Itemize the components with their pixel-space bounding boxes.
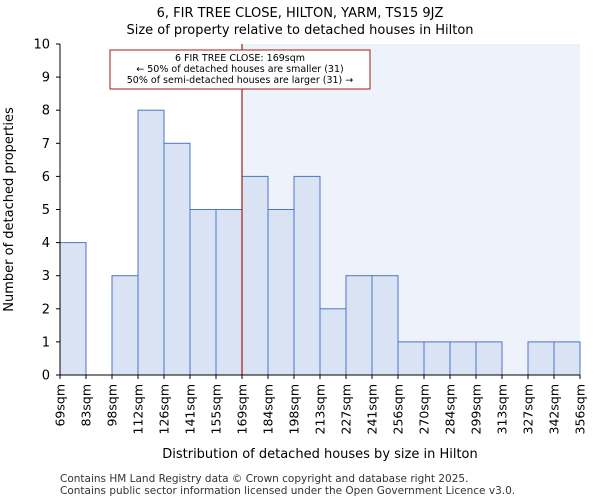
y-tick-label: 0	[42, 369, 50, 384]
x-tick-label: 327sqm	[521, 384, 536, 434]
bar	[371, 275, 399, 376]
annotation-line1: 6 FIR TREE CLOSE: 169sqm	[175, 53, 305, 64]
bar	[59, 242, 87, 376]
x-tick-label: 256sqm	[391, 384, 406, 434]
bar	[449, 341, 477, 376]
x-tick-label: 126sqm	[157, 384, 172, 434]
bar	[189, 209, 217, 376]
bar	[267, 209, 295, 376]
x-tick-label: 227sqm	[339, 384, 354, 434]
x-tick-label: 112sqm	[131, 384, 146, 434]
bar	[293, 175, 321, 376]
x-tick-label: 356sqm	[573, 384, 588, 434]
x-tick-label: 270sqm	[417, 384, 432, 434]
bar	[111, 275, 139, 376]
bar	[137, 109, 165, 376]
bar	[553, 341, 581, 376]
y-tick-label: 6	[42, 170, 50, 185]
x-axis-label: Distribution of detached houses by size …	[162, 447, 478, 462]
footer-line2: Contains public sector information licen…	[60, 485, 516, 497]
bar	[215, 209, 243, 376]
bar	[423, 341, 451, 376]
bar	[345, 275, 373, 376]
bar	[475, 341, 503, 376]
annotation-line3: 50% of semi-detached houses are larger (…	[127, 75, 354, 86]
x-tick-label: 313sqm	[495, 384, 510, 434]
y-tick-label: 9	[42, 71, 50, 86]
footer-line1: Contains HM Land Registry data © Crown c…	[60, 473, 469, 485]
bar	[397, 341, 425, 376]
y-tick-label: 1	[42, 335, 50, 350]
x-tick-label: 169sqm	[235, 384, 250, 434]
x-tick-label: 284sqm	[443, 384, 458, 434]
y-tick-label: 8	[42, 104, 50, 119]
x-tick-label: 98sqm	[105, 384, 120, 427]
bar	[319, 308, 347, 376]
annotation-line2: ← 50% of detached houses are smaller (31…	[136, 64, 343, 75]
chart-title-line2: Size of property relative to detached ho…	[126, 23, 474, 38]
bar	[241, 175, 269, 376]
x-tick-label: 141sqm	[183, 384, 198, 434]
x-tick-label: 342sqm	[547, 384, 562, 434]
x-tick-label: 299sqm	[469, 384, 484, 434]
x-tick-label: 69sqm	[53, 384, 68, 427]
bar	[527, 341, 555, 376]
x-tick-label: 83sqm	[79, 384, 94, 427]
y-tick-label: 5	[42, 203, 50, 218]
y-tick-label: 10	[33, 38, 50, 53]
y-tick-label: 7	[42, 137, 50, 152]
bar	[163, 142, 191, 376]
x-tick-label: 155sqm	[209, 384, 224, 434]
x-tick-label: 184sqm	[261, 384, 276, 434]
x-tick-label: 213sqm	[313, 384, 328, 434]
y-tick-label: 2	[42, 302, 50, 317]
x-tick-label: 241sqm	[365, 384, 380, 434]
annotation-box	[109, 49, 371, 90]
y-tick-label: 4	[42, 236, 50, 251]
y-tick-label: 3	[42, 269, 50, 284]
y-axis-label: Number of detached properties	[2, 107, 17, 312]
x-tick-label: 198sqm	[287, 384, 302, 434]
chart-title-line1: 6, FIR TREE CLOSE, HILTON, YARM, TS15 9J…	[156, 6, 444, 21]
